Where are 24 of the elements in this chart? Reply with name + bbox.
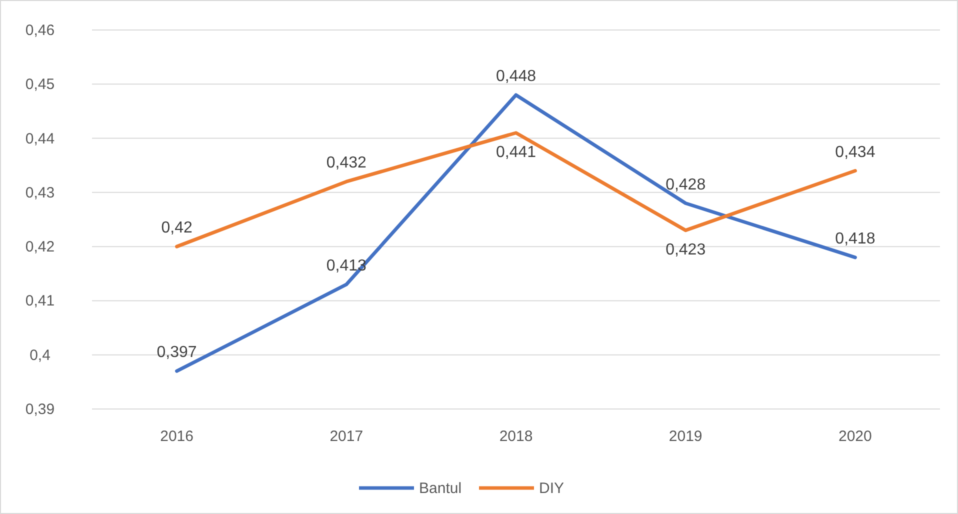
- y-tick-label: 0,42: [25, 238, 55, 256]
- x-tick-label: 2017: [330, 428, 364, 445]
- data-label: 0,432: [326, 154, 367, 172]
- legend-label: Bantul: [419, 480, 462, 497]
- x-tick-label: 2019: [668, 428, 702, 445]
- y-tick-label: 0,45: [25, 76, 55, 94]
- y-tick-label: 0,41: [25, 292, 55, 310]
- data-label: 0,423: [666, 241, 706, 258]
- y-tick-label: 0,4: [30, 346, 50, 364]
- data-label: 0,448: [496, 68, 536, 85]
- x-tick-label: 2018: [499, 428, 533, 445]
- data-label: 0,428: [666, 176, 706, 194]
- data-label: 0,418: [835, 230, 876, 248]
- y-tick-label: 0,46: [25, 22, 55, 39]
- data-label: 0,397: [156, 344, 197, 362]
- data-label: 0,434: [835, 144, 876, 161]
- x-tick-label: 2020: [838, 428, 872, 445]
- data-label: 0,441: [496, 144, 536, 161]
- x-tick-label: 2016: [160, 428, 194, 445]
- y-tick-label: 0,39: [25, 401, 55, 418]
- legend-label: DIY: [539, 480, 564, 497]
- y-tick-label: 0,43: [25, 184, 55, 202]
- data-label: 0,42: [161, 220, 192, 237]
- y-tick-label: 0,44: [25, 130, 55, 148]
